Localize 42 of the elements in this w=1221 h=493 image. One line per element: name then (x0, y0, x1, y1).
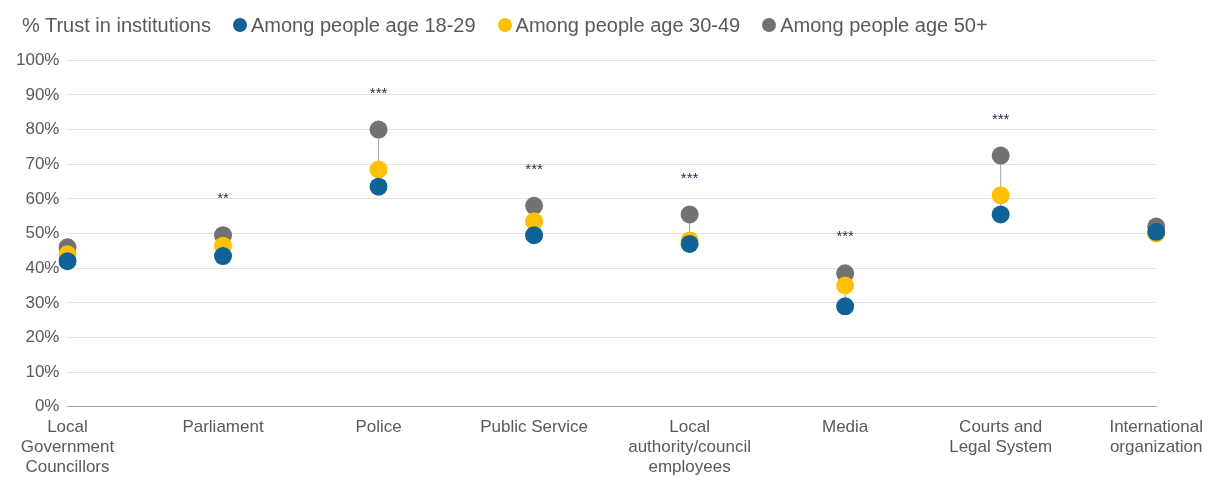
y-tick-label: 50% (25, 223, 60, 243)
legend-label: Among people age 18-29 (250, 13, 476, 37)
point (836, 297, 855, 316)
annotation: *** (369, 83, 388, 101)
point (680, 205, 699, 224)
y-tick-label: 100% (16, 49, 60, 69)
point (214, 247, 233, 266)
point (525, 196, 544, 215)
legend-label: Among people age 50+ (780, 13, 988, 37)
y-tick-label: 90% (25, 84, 60, 104)
point (369, 177, 388, 196)
annotation: *** (680, 168, 699, 186)
x-tick-label: Local authority/council employees (628, 416, 752, 477)
x-tick-label: Media (821, 416, 869, 436)
legend-title: % Trust in institutions (22, 13, 211, 37)
x-tick-label: Local Government Councillors (20, 416, 115, 477)
y-tick-label: 30% (25, 292, 60, 312)
y-tick-label: 40% (25, 257, 60, 277)
x-tick-label: Courts and Legal System (949, 416, 1053, 457)
point (58, 252, 77, 271)
annotation: *** (836, 227, 855, 245)
legend-label: Among people age 30-49 (515, 13, 741, 37)
point (836, 276, 855, 295)
point (369, 160, 388, 179)
y-tick-label: 10% (25, 361, 60, 381)
point (991, 186, 1010, 205)
y-tick-label: 80% (25, 119, 60, 139)
y-tick-label: 0% (34, 396, 60, 416)
y-tick-label: 20% (25, 327, 60, 347)
x-tick-label: Parliament (182, 416, 264, 436)
point (369, 120, 388, 139)
point (991, 146, 1010, 165)
point (525, 226, 544, 245)
annotation: ** (217, 189, 230, 207)
annotation: *** (525, 159, 543, 177)
x-tick-label: Police (355, 416, 402, 436)
annotation: *** (991, 109, 1010, 127)
y-tick-label: 70% (25, 153, 60, 173)
point (991, 205, 1010, 224)
x-tick-label: Public Service (480, 416, 588, 436)
y-tick-label: 60% (25, 188, 60, 208)
x-tick-label: International organization (1109, 416, 1204, 457)
